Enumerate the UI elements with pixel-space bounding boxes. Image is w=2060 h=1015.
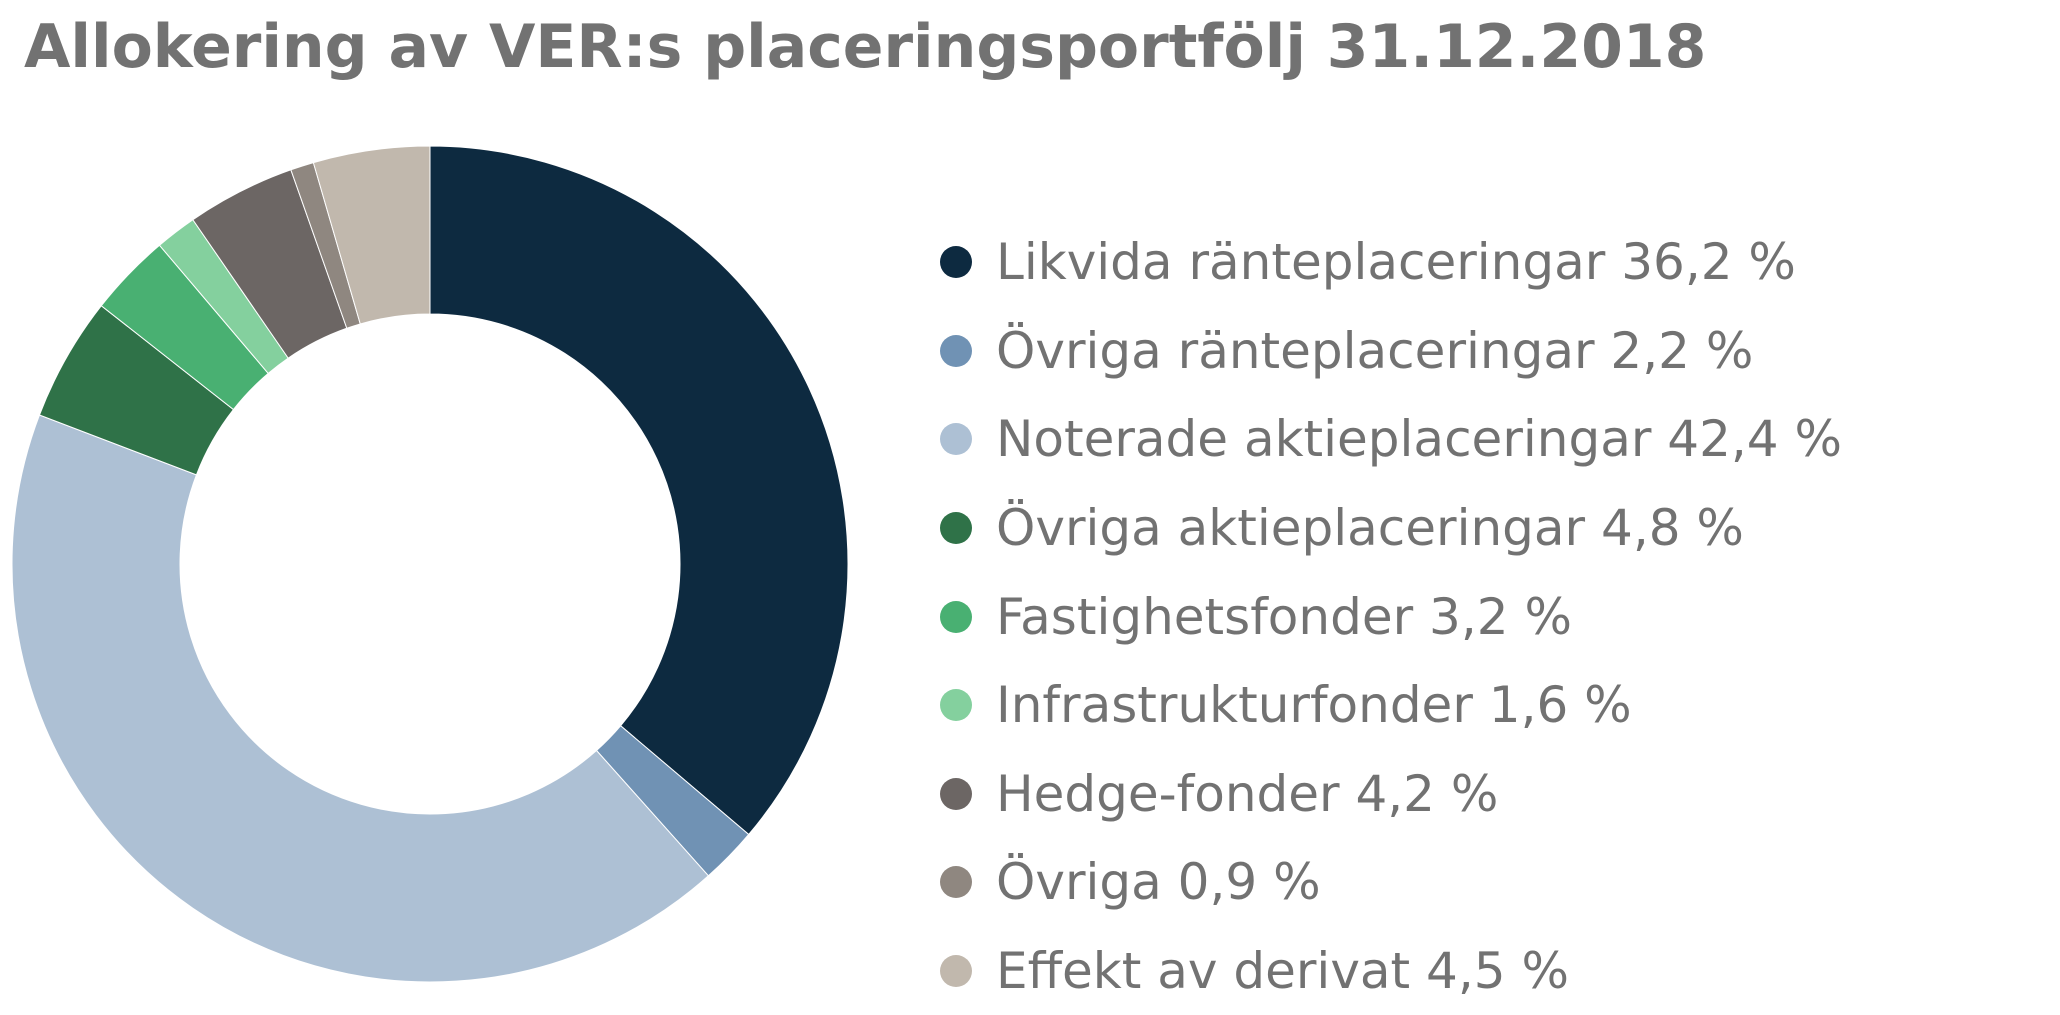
- legend-item: Hedge-fonder 4,2 %: [940, 750, 1842, 839]
- legend-swatch: [940, 866, 972, 899]
- legend-label: Infrastrukturfonder 1,6 %: [996, 676, 1632, 735]
- legend-label: Fastighetsfonder 3,2 %: [996, 587, 1572, 646]
- legend-label: Övriga aktieplaceringar 4,8 %: [996, 499, 1744, 558]
- legend-item: Övriga ränteplaceringar 2,2 %: [940, 307, 1842, 396]
- legend-item: Infrastrukturfonder 1,6 %: [940, 661, 1842, 750]
- legend: Likvida ränteplaceringar 36,2 % Övriga rä…: [940, 218, 1842, 1015]
- legend-label: Effekt av derivat 4,5 %: [996, 942, 1569, 1001]
- legend-label: Hedge-fonder 4,2 %: [996, 764, 1499, 823]
- legend-item: Likvida ränteplaceringar 36,2 %: [940, 218, 1842, 307]
- legend-item: Övriga aktieplaceringar 4,8 %: [940, 484, 1842, 573]
- donut-slice: [11, 414, 710, 982]
- legend-swatch: [940, 777, 972, 810]
- legend-item: Fastighetsfonder 3,2 %: [940, 572, 1842, 661]
- legend-swatch: [940, 955, 972, 988]
- legend-swatch: [940, 689, 972, 722]
- legend-label: Övriga ränteplaceringar 2,2 %: [996, 321, 1754, 380]
- legend-item: Noterade aktieplaceringar 42,4 %: [940, 395, 1842, 484]
- donut-slices: [11, 145, 849, 982]
- legend-label: Övriga 0,9 %: [996, 853, 1321, 912]
- legend-item: Effekt av derivat 4,5 %: [940, 927, 1842, 1015]
- legend-swatch: [940, 423, 972, 456]
- legend-swatch: [940, 512, 972, 545]
- legend-item: Övriga 0,9 %: [940, 838, 1842, 927]
- donut-slice: [312, 145, 431, 325]
- chart-title: Allokering av VER:s placeringsportfölj 3…: [24, 12, 1707, 82]
- legend-label: Noterade aktieplaceringar 42,4 %: [996, 410, 1843, 469]
- legend-label: Likvida ränteplaceringar 36,2 %: [996, 233, 1796, 292]
- legend-swatch: [940, 600, 972, 633]
- legend-swatch: [940, 334, 972, 367]
- donut-slice: [429, 145, 849, 836]
- legend-swatch: [940, 246, 972, 279]
- donut-chart: [11, 145, 849, 982]
